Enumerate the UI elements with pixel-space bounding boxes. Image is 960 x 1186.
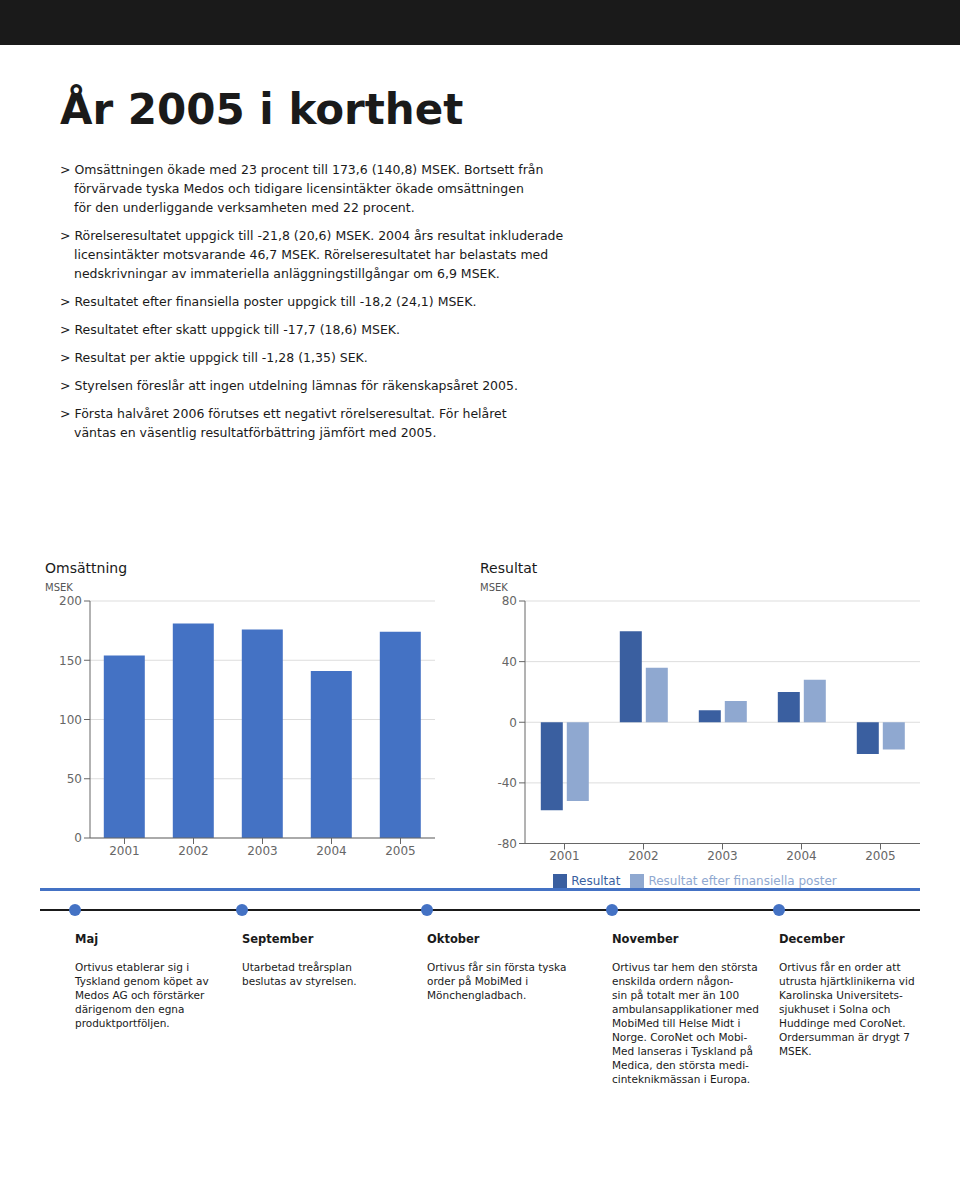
svg-text:2002: 2002 — [628, 849, 659, 863]
html-text:> Resultatet efter skatt uppgi: > Resultatet efter skatt uppgick till -1… — [60, 322, 400, 337]
html-text:> Styrelsen föreslår att ingen: > Styrelsen föreslår att ingen utdelning… — [60, 378, 518, 393]
html-text:Maj: Maj — [75, 932, 99, 946]
svg-text:2004: 2004 — [316, 844, 347, 858]
html-text:> Rörelseresultatet uppgick ti: > Rörelseresultatet uppgick till -21,8 (… — [60, 228, 564, 243]
html-text:December: December — [779, 932, 845, 946]
svg-text:40: 40 — [502, 655, 517, 669]
html-text:Resultat efter finansiella pos: Resultat efter finansiella poster — [648, 873, 837, 888]
svg-text:80: 80 — [502, 594, 517, 608]
html-text:nedskrivningar av immateriella: nedskrivningar av immateriella anläggnin… — [74, 266, 500, 281]
svg-text:2005: 2005 — [385, 844, 416, 858]
svg-text:100: 100 — [59, 713, 82, 727]
svg-text:-40: -40 — [497, 776, 517, 790]
svg-text:-80: -80 — [497, 837, 517, 851]
html-text:Utarbetad treårsplan beslutas: Utarbetad treårsplan beslutas av styrels… — [242, 961, 357, 987]
html-text:Ortivus tar hem den största en: Ortivus tar hem den största enskilda ord… — [612, 961, 759, 1085]
html-text:förvärvade tyska Medos och tid: förvärvade tyska Medos och tidigare lice… — [74, 181, 524, 196]
svg-text:150: 150 — [59, 654, 82, 668]
html-text:väntas en väsentlig resultatfö: väntas en väsentlig resultatförbättring … — [74, 425, 437, 440]
html-text:> Första halvåret 2006 förutse: > Första halvåret 2006 förutses ett nega… — [60, 406, 507, 421]
svg-text:0: 0 — [74, 831, 82, 845]
svg-text:2001: 2001 — [109, 844, 140, 858]
html-text:År 2005 i korthet: År 2005 i korthet — [60, 85, 464, 134]
html-text:Resultat: Resultat — [571, 873, 621, 888]
html-text:> Resultatet efter finansiella: > Resultatet efter finansiella poster up… — [60, 294, 477, 309]
html-text:licensintäkter motsvarande 46,: licensintäkter motsvarande 46,7 MSEK. Rö… — [74, 247, 549, 262]
html-text:Ortivus etablerar sig i Tyskla: Ortivus etablerar sig i Tyskland genom k… — [75, 961, 209, 1029]
svg-text:2002: 2002 — [178, 844, 209, 858]
html-text:> Omsättningen ökade med 23 pr: > Omsättningen ökade med 23 procent till… — [60, 162, 544, 177]
svg-text:200: 200 — [59, 594, 82, 608]
svg-text:0: 0 — [509, 716, 517, 730]
html-text:Ortivus får sin första tyska o: Ortivus får sin första tyska order på Mo… — [427, 961, 567, 1001]
html-text:MSEK: MSEK — [45, 582, 73, 593]
svg-text:50: 50 — [67, 772, 82, 786]
html-text:Ortivus får en order att utrus: Ortivus får en order att utrusta hjärtkl… — [779, 961, 915, 1057]
html-text:Omsättning: Omsättning — [45, 560, 127, 576]
svg-text:2004: 2004 — [786, 849, 817, 863]
html-text:Resultat: Resultat — [480, 560, 538, 576]
html-text:MSEK: MSEK — [480, 582, 508, 593]
svg-text:2003: 2003 — [707, 849, 738, 863]
html-text:Oktober: Oktober — [427, 932, 480, 946]
html-text:för den underliggande verksamh: för den underliggande verksamheten med 2… — [74, 200, 415, 215]
svg-text:2005: 2005 — [865, 849, 896, 863]
svg-text:2003: 2003 — [247, 844, 278, 858]
svg-text:2001: 2001 — [549, 849, 580, 863]
html-text:November: November — [612, 932, 679, 946]
html-text:September: September — [242, 932, 314, 946]
html-text:> Resultat per aktie uppgick t: > Resultat per aktie uppgick till -1,28 … — [60, 350, 368, 365]
